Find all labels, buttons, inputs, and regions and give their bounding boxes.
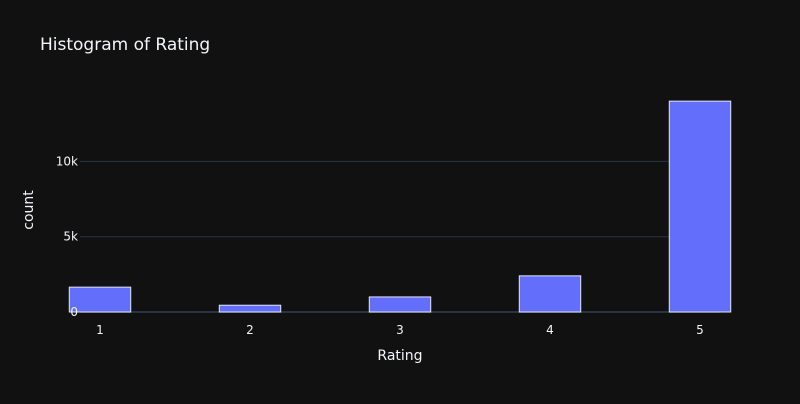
x-tick-label: 2 — [246, 323, 254, 337]
bar-rating-2 — [218, 304, 282, 313]
bar-rating-4 — [518, 275, 582, 313]
y-tick-label: 10k — [56, 154, 78, 168]
x-tick-label: 3 — [396, 323, 404, 337]
chart-title: Histogram of Rating — [40, 35, 210, 55]
x-tick-label: 5 — [696, 323, 704, 337]
bar-rating-1 — [68, 286, 132, 313]
x-tick-label: 1 — [96, 323, 104, 337]
bar-rating-5 — [668, 100, 732, 313]
y-axis-ticks: 0 5k 10k — [56, 154, 78, 319]
x-tick-label: 4 — [546, 323, 554, 337]
bars — [68, 100, 732, 313]
x-axis-label: Rating — [377, 348, 422, 364]
bar-rating-3 — [368, 296, 432, 313]
y-axis-label: count — [21, 190, 37, 230]
y-tick-label: 0 — [70, 305, 78, 319]
x-axis-ticks: 1 2 3 4 5 — [96, 323, 704, 337]
y-tick-label: 5k — [63, 230, 78, 244]
